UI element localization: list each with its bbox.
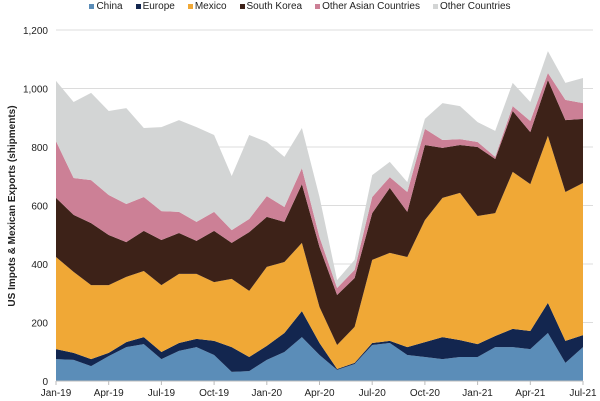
x-tick-label: Jul-21 (569, 388, 597, 399)
legend-swatch (432, 4, 438, 9)
y-tick-label: 1,200 (23, 26, 48, 37)
legend-swatch (239, 4, 245, 9)
area-europe (56, 302, 583, 372)
y-tick-label: 200 (31, 319, 48, 330)
legend-swatch (315, 4, 321, 9)
x-tick-label: Jan-21 (462, 388, 493, 399)
y-axis-title: US Impots & Mexican Exports (shipments) (7, 105, 18, 306)
y-tick-label: 0 (42, 377, 48, 388)
x-tick-label: Apr-21 (515, 388, 545, 399)
x-tick-label: Jan-20 (252, 388, 283, 399)
legend-item-south-korea: South Korea (239, 1, 303, 12)
y-tick-label: 600 (31, 202, 48, 213)
legend-label: Europe (142, 1, 175, 12)
legend-swatch (135, 4, 141, 9)
legend-item-china: China (89, 1, 123, 12)
legend-item-mexico: Mexico (187, 1, 227, 12)
legend-swatch (89, 4, 95, 9)
legend-label: South Korea (246, 1, 303, 12)
legend-swatch (187, 4, 193, 9)
legend-label: Mexico (194, 1, 227, 12)
x-tick-label: Jul-20 (359, 388, 387, 399)
x-tick-label: Jul-19 (148, 388, 176, 399)
x-tick-label: Apr-20 (304, 388, 334, 399)
legend-item-europe: Europe (135, 1, 175, 12)
legend-label: China (96, 1, 123, 12)
area-mexico (56, 135, 583, 369)
y-tick-label: 400 (31, 260, 48, 271)
legend-label: Other Countries (439, 1, 511, 12)
y-tick-label: 800 (31, 143, 48, 154)
area-south-korea (56, 80, 583, 345)
x-tick-label: Oct-20 (410, 388, 440, 399)
x-tick-label: Jan-19 (41, 388, 72, 399)
legend-item-other-asian-countries: Other Asian Countries (315, 1, 420, 12)
x-tick-label: Oct-19 (199, 388, 229, 399)
x-tick-label: Apr-19 (94, 388, 124, 399)
y-tick-label: 1,000 (23, 85, 48, 96)
area-china (56, 333, 583, 381)
area-other-countries (56, 51, 583, 288)
legend: China Europe Mexico South Korea Other Asian … (0, 1, 600, 12)
legend-item-other-countries: Other Countries (432, 1, 511, 12)
legend-label: Other Asian Countries (322, 1, 420, 12)
